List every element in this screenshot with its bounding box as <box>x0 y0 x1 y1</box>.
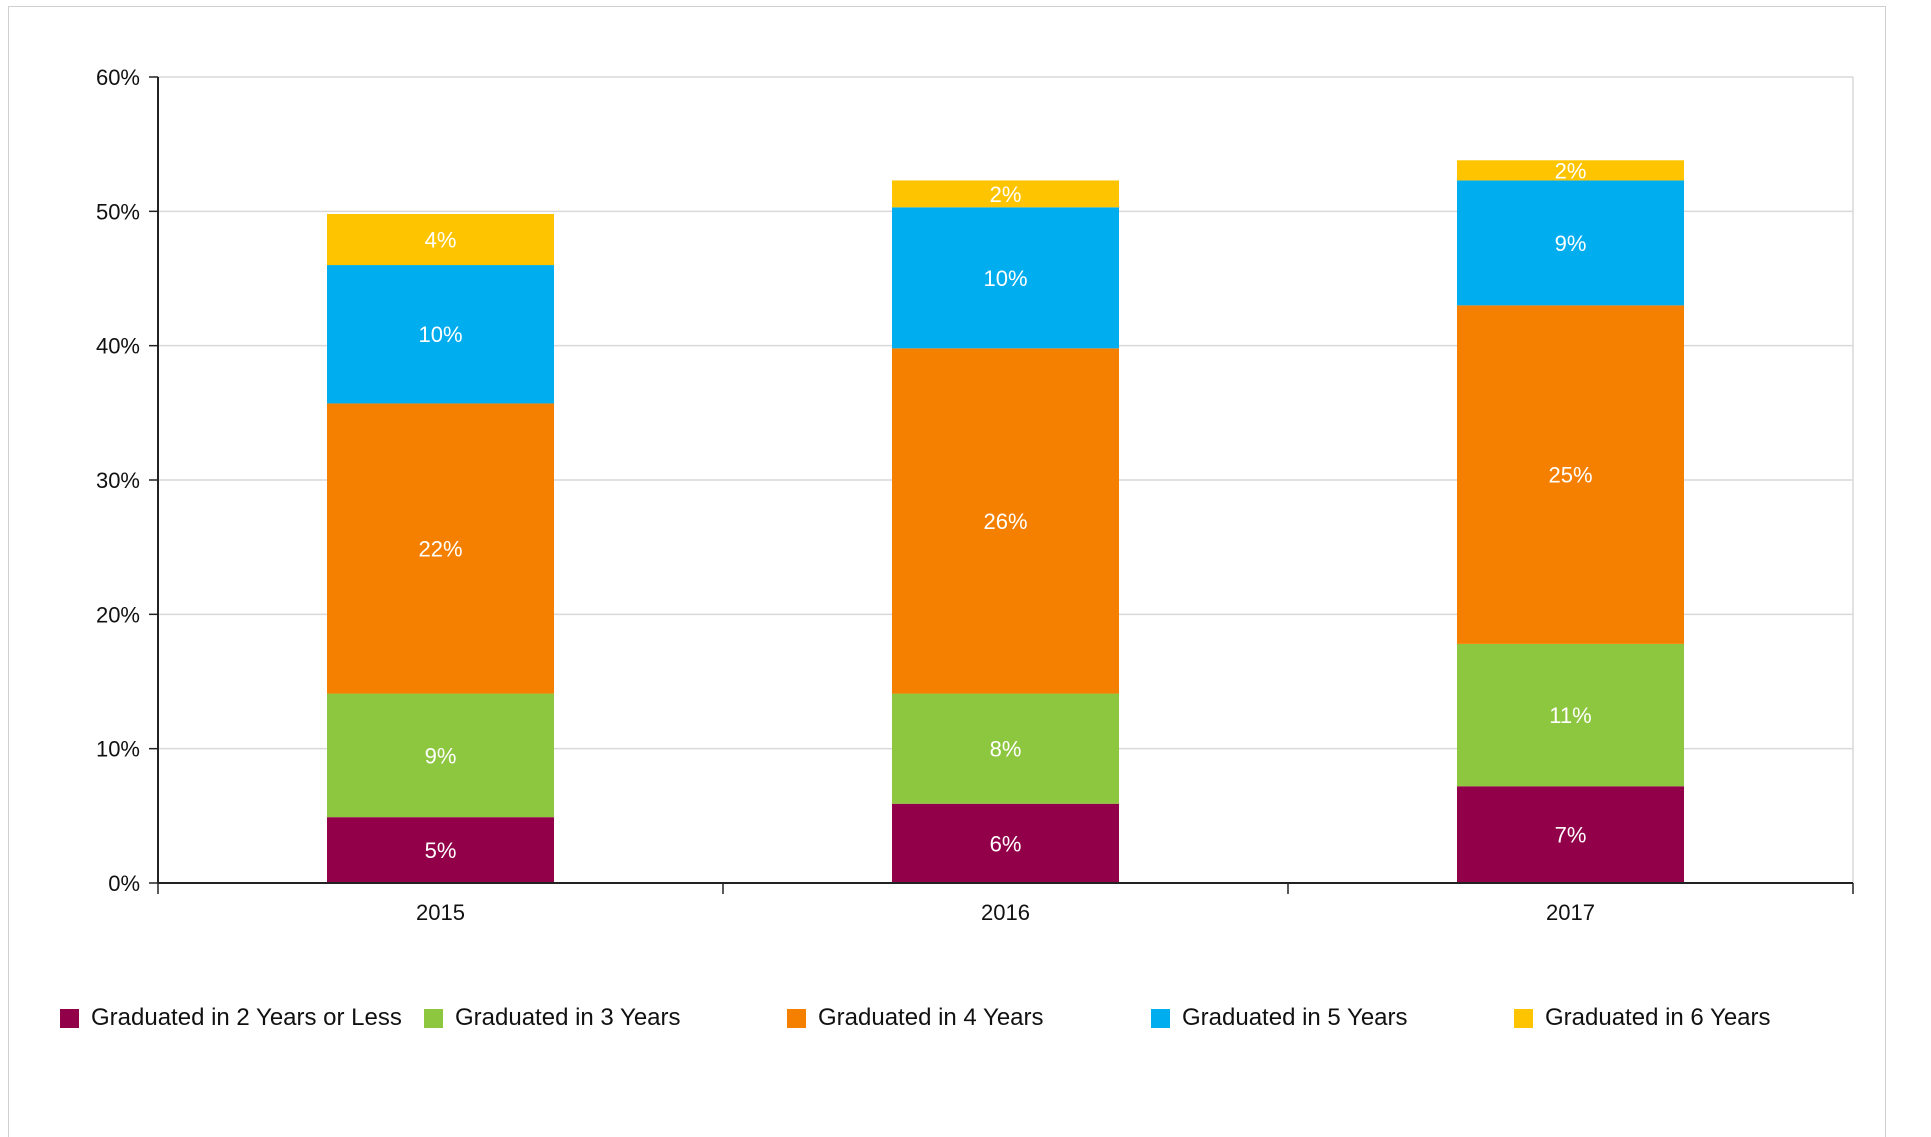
legend-swatch <box>60 1008 79 1028</box>
bar-data-label: 4% <box>425 228 457 253</box>
bar-data-label: 10% <box>418 322 462 347</box>
legend-label: Graduated in 2 Years or Less <box>91 1004 402 1031</box>
y-tick-label: 40% <box>96 334 140 359</box>
y-tick-label: 30% <box>96 468 140 493</box>
bar-segment <box>327 817 554 883</box>
bar-data-label: 5% <box>425 838 457 863</box>
y-tick-label: 0% <box>108 871 140 896</box>
legend-swatch <box>1151 1008 1170 1028</box>
y-tick-label: 10% <box>96 737 140 762</box>
bar-data-label: 10% <box>983 266 1027 291</box>
y-tick-label: 50% <box>96 199 140 224</box>
bar-data-label: 8% <box>990 737 1022 762</box>
y-tick-label: 60% <box>96 65 140 90</box>
legend-item: Graduated in 2 Years or Less <box>60 998 402 1038</box>
bar-data-label: 11% <box>1549 703 1591 728</box>
legend-item: Graduated in 3 Years <box>424 998 681 1038</box>
x-tick-label: 2017 <box>1546 900 1595 925</box>
bar-segment <box>892 803 1119 883</box>
bar-segment <box>1457 786 1684 883</box>
bar-segment <box>892 207 1119 349</box>
bar-segment <box>327 403 554 694</box>
bar-data-label: 6% <box>990 831 1022 856</box>
bar-segment <box>327 693 554 818</box>
legend-swatch <box>1514 1008 1533 1028</box>
legend-item: Graduated in 4 Years <box>787 998 1044 1038</box>
bar-data-label: 2% <box>1555 158 1587 183</box>
bar-segment <box>1457 180 1684 306</box>
bar-data-label: 2% <box>990 182 1022 207</box>
bar-data-label: 7% <box>1555 823 1587 848</box>
bar-segment <box>327 265 554 404</box>
bar-segment <box>1457 643 1684 787</box>
legend-item: Graduated in 5 Years <box>1151 998 1408 1038</box>
x-tick-label: 2015 <box>416 900 465 925</box>
axes <box>149 76 1854 894</box>
legend-label: Graduated in 6 Years <box>1545 1004 1771 1031</box>
legend-label: Graduated in 4 Years <box>818 1004 1044 1031</box>
bar-segment <box>1457 305 1684 644</box>
legend-swatch <box>787 1008 806 1028</box>
bar-segment <box>892 348 1119 694</box>
x-tick-label: 2016 <box>981 900 1030 925</box>
bar-segment <box>327 214 554 266</box>
bars <box>327 160 1684 883</box>
bar-segment <box>892 693 1119 804</box>
legend-item: Graduated in 6 Years <box>1514 998 1771 1038</box>
bar-data-label: 26% <box>983 509 1027 534</box>
legend-label: Graduated in 5 Years <box>1182 1004 1408 1031</box>
legend: Graduated in 2 Years or Less Graduated in… <box>60 998 1840 1038</box>
bar-data-label: 9% <box>1555 231 1587 256</box>
legend-swatch <box>424 1008 443 1028</box>
bar-data-label: 22% <box>418 537 462 562</box>
labels: 0% 10% 20% 30% 40% 50% 60% 5% 9% 22% 10% 4% 2015 6% 8%… <box>96 65 1595 925</box>
bar-segment <box>892 180 1119 208</box>
bar-data-label: 9% <box>425 743 457 768</box>
legend-label: Graduated in 3 Years <box>455 1004 681 1031</box>
bar-segment <box>1457 160 1684 181</box>
bar-data-label: 25% <box>1548 463 1592 488</box>
y-tick-label: 20% <box>96 602 140 627</box>
